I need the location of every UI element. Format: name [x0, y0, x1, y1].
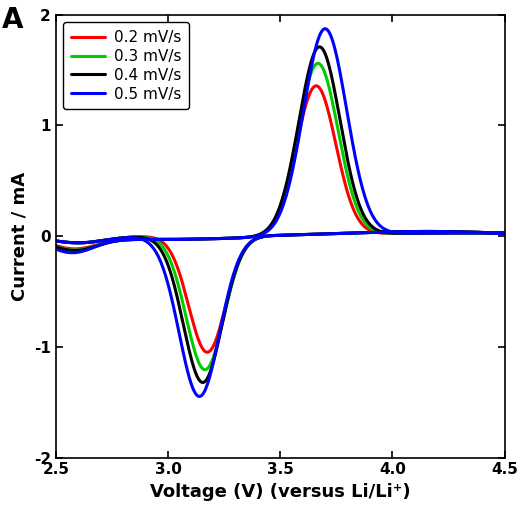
- 0.4 mV/s: [200, 379, 206, 386]
- 0.3 mV/s: [109, 236, 116, 242]
- 0.2 mV/s: [313, 83, 320, 89]
- 0.2 mV/s: [459, 230, 466, 236]
- 0.4 mV/s: [331, 231, 338, 237]
- 0.2 mV/s: [52, 238, 59, 244]
- 0.5 mV/s: [491, 230, 497, 236]
- 0.4 mV/s: [459, 230, 466, 236]
- 0.3 mV/s: [331, 231, 338, 237]
- Line: 0.5 mV/s: 0.5 mV/s: [56, 29, 505, 396]
- 0.3 mV/s: [52, 243, 59, 249]
- 0.4 mV/s: [109, 236, 116, 242]
- 0.2 mV/s: [204, 349, 211, 355]
- 0.3 mV/s: [69, 247, 76, 253]
- Legend: 0.2 mV/s, 0.3 mV/s, 0.4 mV/s, 0.5 mV/s: 0.2 mV/s, 0.3 mV/s, 0.4 mV/s, 0.5 mV/s: [64, 22, 189, 109]
- Line: 0.4 mV/s: 0.4 mV/s: [56, 47, 505, 383]
- 0.2 mV/s: [213, 236, 219, 242]
- 0.4 mV/s: [491, 230, 497, 236]
- 0.5 mV/s: [69, 249, 76, 256]
- 0.4 mV/s: [317, 44, 323, 50]
- 0.2 mV/s: [491, 230, 497, 236]
- 0.2 mV/s: [69, 246, 76, 252]
- Y-axis label: Current / mA: Current / mA: [10, 172, 28, 301]
- 0.3 mV/s: [213, 236, 219, 242]
- 0.3 mV/s: [202, 367, 208, 373]
- X-axis label: Voltage (V) (versus Li/Li⁺): Voltage (V) (versus Li/Li⁺): [150, 483, 411, 501]
- 0.4 mV/s: [69, 247, 76, 253]
- 0.4 mV/s: [52, 238, 59, 244]
- 0.3 mV/s: [491, 230, 497, 236]
- 0.3 mV/s: [459, 230, 466, 236]
- 0.2 mV/s: [331, 231, 338, 237]
- 0.4 mV/s: [213, 236, 219, 242]
- 0.3 mV/s: [52, 238, 59, 244]
- 0.2 mV/s: [52, 242, 59, 248]
- 0.5 mV/s: [52, 246, 59, 252]
- 0.5 mV/s: [322, 26, 329, 32]
- 0.5 mV/s: [196, 393, 203, 399]
- 0.5 mV/s: [213, 236, 219, 242]
- 0.2 mV/s: [109, 236, 116, 242]
- Line: 0.3 mV/s: 0.3 mV/s: [56, 64, 505, 370]
- 0.5 mV/s: [109, 236, 116, 242]
- 0.4 mV/s: [52, 244, 59, 250]
- Line: 0.2 mV/s: 0.2 mV/s: [56, 86, 505, 352]
- 0.3 mV/s: [315, 60, 321, 67]
- 0.5 mV/s: [331, 231, 338, 237]
- 0.5 mV/s: [459, 230, 466, 236]
- Text: A: A: [2, 6, 24, 34]
- 0.5 mV/s: [52, 238, 59, 244]
